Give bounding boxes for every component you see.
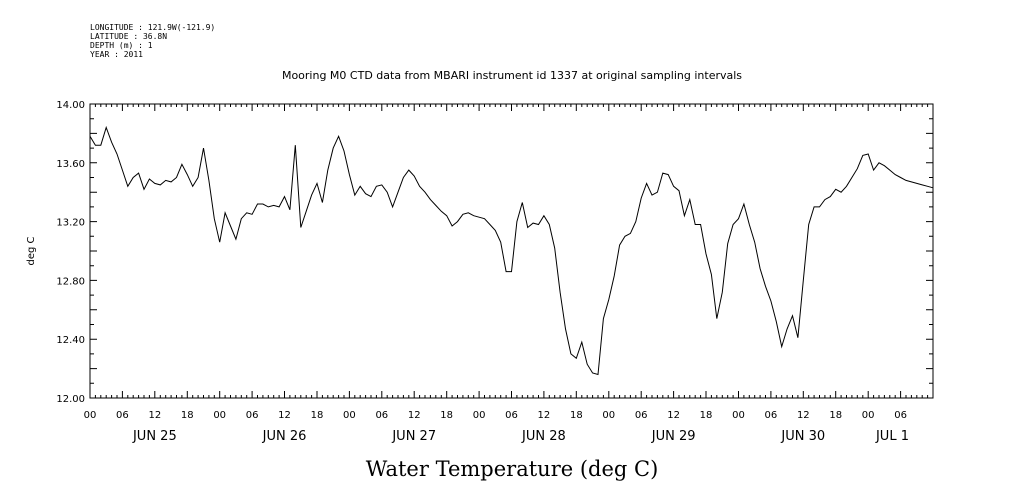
chart-title: Mooring M0 CTD data from MBARI instrumen… — [282, 69, 742, 82]
y-tick-label: 13.20 — [56, 218, 85, 229]
y-axis-label: deg C — [26, 236, 37, 265]
day-label: JUN 25 — [132, 429, 177, 444]
x-tick-label: 12 — [408, 410, 421, 421]
x-tick-label: 18 — [700, 410, 713, 421]
day-label: JUN 27 — [391, 429, 436, 444]
metadata-block: LONGITUDE : 121.9W(-121.9) LATITUDE : 36… — [90, 23, 215, 59]
x-tick-label: 12 — [278, 410, 291, 421]
tick-marks — [89, 103, 934, 399]
x-tick-label: 12 — [538, 410, 551, 421]
x-tick-label: 18 — [440, 410, 453, 421]
x-tick-labels: 00 06 12 18 00 06 12 18 00 06 12 18 00 06 12 18 00 06 12 18… — [84, 410, 907, 421]
series-line — [89, 125, 934, 376]
x-tick-label: 06 — [246, 410, 259, 421]
day-label: JUN 28 — [521, 429, 566, 444]
latitude-text: LATITUDE : 36.8N — [90, 32, 167, 41]
day-label: JUN 30 — [780, 429, 825, 444]
x-tick-label: 06 — [375, 410, 388, 421]
y-tick-label: 12.00 — [56, 394, 85, 405]
x-tick-label: 12 — [148, 410, 161, 421]
day-labels: JUN 25 JUN 26 JUN 27 JUN 28 JUN 29 JUN 30 JUL … — [132, 429, 909, 444]
y-tick-label: 12.80 — [56, 276, 85, 287]
y-tick-label: 13.60 — [56, 159, 85, 170]
x-tick-label: 06 — [894, 410, 907, 421]
day-label: JUN 29 — [651, 429, 696, 444]
longitude-text: LONGITUDE : 121.9W(-121.9) — [90, 23, 215, 32]
depth-text: DEPTH (m) : 1 — [90, 41, 153, 50]
y-tick-label: 14.00 — [56, 100, 85, 111]
x-tick-label: 00 — [473, 410, 486, 421]
year-text: YEAR : 2011 — [90, 50, 143, 59]
x-axis-label: Water Temperature (deg C) — [366, 457, 659, 481]
x-tick-label: 00 — [84, 410, 97, 421]
x-tick-label: 18 — [570, 410, 583, 421]
day-label: JUN 26 — [262, 429, 307, 444]
axis-ticks — [89, 103, 934, 399]
x-tick-label: 18 — [181, 410, 194, 421]
x-tick-label: 06 — [765, 410, 778, 421]
x-tick-label: 06 — [635, 410, 648, 421]
x-tick-label: 00 — [732, 410, 745, 421]
x-tick-label: 00 — [602, 410, 615, 421]
x-tick-label: 06 — [505, 410, 518, 421]
day-label: JUL 1 — [875, 429, 909, 444]
y-tick-label: 12.40 — [56, 335, 85, 346]
x-tick-label: 00 — [862, 410, 875, 421]
x-tick-label: 06 — [116, 410, 129, 421]
x-tick-label: 00 — [213, 410, 226, 421]
x-tick-label: 18 — [829, 410, 842, 421]
x-tick-label: 12 — [797, 410, 810, 421]
x-tick-label: 00 — [343, 410, 356, 421]
x-tick-label: 18 — [311, 410, 324, 421]
x-tick-label: 12 — [667, 410, 680, 421]
y-tick-labels: 12.00 12.40 12.80 13.20 13.60 14.00 — [56, 100, 85, 405]
